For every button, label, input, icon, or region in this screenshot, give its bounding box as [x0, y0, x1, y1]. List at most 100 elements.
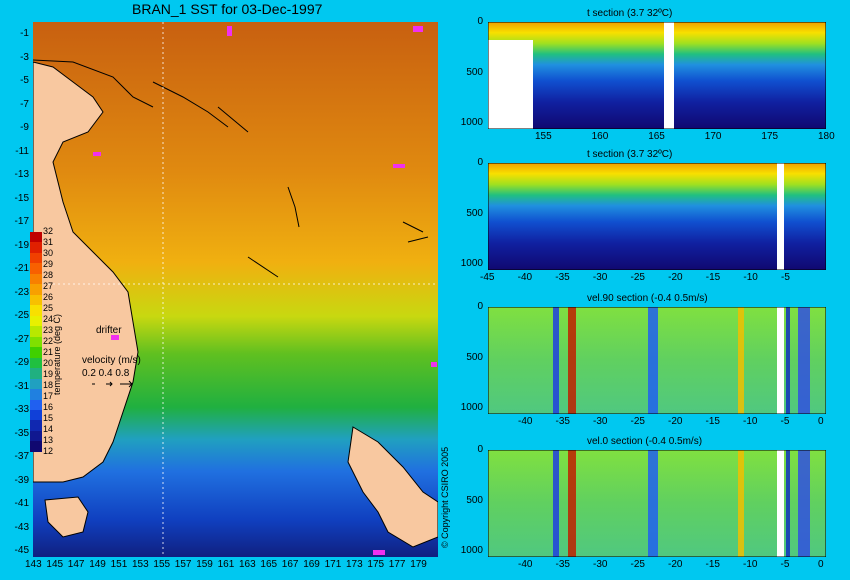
new-zealand-land [347, 426, 438, 548]
section-x-tick-label: -20 [668, 559, 683, 570]
section-x-tick-label: -40 [518, 416, 533, 427]
colorbar-swatch [30, 378, 42, 390]
velocity-band [553, 307, 559, 414]
map-title: BRAN_1 SST for 03-Dec-1997 [132, 1, 323, 17]
missing-data-gap [777, 163, 784, 270]
section-x-tick-label: -5 [781, 272, 790, 283]
velocity-band [798, 450, 810, 557]
section-x-tick-label: 155 [535, 131, 552, 142]
velocity-arrows [92, 380, 133, 388]
latitude-tick-label: -27 [14, 333, 29, 345]
missing-data-gap [777, 450, 784, 557]
colorbar-swatch [30, 252, 42, 264]
velocity-band [553, 450, 559, 557]
section-x-tick-label: -15 [705, 559, 720, 570]
longitude-tick-label: 159 [196, 559, 213, 570]
latitude-axis: -1 -3 -5 -7 -9 -11 -13 -15 -17 -19 -21 -23 -25 -27 -29… [0, 22, 31, 557]
depth-tick-label: 1000 [460, 402, 483, 413]
colorbar-tick-label: 23 [43, 325, 54, 335]
velocity-band [648, 450, 658, 557]
section-x-tick-label: -35 [555, 416, 570, 427]
colorbar-tick-label: 25 [43, 303, 54, 313]
latitude-tick-label: -23 [14, 286, 29, 298]
colorbar-tick-label: 30 [43, 248, 54, 258]
longitude-tick-label: 163 [239, 559, 256, 570]
latitude-tick-label: -35 [14, 427, 29, 439]
section-x-tick-label: -10 [743, 559, 758, 570]
longitude-tick-label: 165 [260, 559, 278, 570]
colorbar-label: temperature (deg C) [52, 313, 62, 395]
section-x-tick-label: -10 [743, 272, 758, 283]
longitude-axis: 143 145 147 149 151 153 155 157 159 161 163 165 167 1… [25, 559, 438, 573]
depth-tick-label: 500 [466, 207, 483, 219]
colorbar-swatch [30, 347, 42, 358]
missing-data-gap [488, 40, 533, 129]
longitude-tick-label: 145 [46, 559, 64, 570]
colorbar-tick-label: 12 [43, 446, 54, 456]
colorbar-swatch [30, 441, 42, 452]
section-x-tick-label: -30 [592, 272, 608, 283]
colorbar-tick-label: 22 [43, 336, 54, 346]
colorbar-tick-label: 27 [43, 281, 54, 291]
section-title: vel.0 section (-0.4 0.5m/s) [587, 436, 703, 447]
latitude-tick-label: -11 [15, 145, 29, 157]
colorbar-swatch [30, 430, 42, 442]
section-x-tick-label: -5 [780, 416, 790, 427]
depth-tick-label: 0 [477, 157, 483, 168]
solomon-islands [152, 81, 249, 133]
latitude-tick-label: -29 [14, 357, 29, 368]
longitude-tick-label: 153 [132, 559, 149, 570]
latitude-tick-label: -19 [14, 239, 29, 251]
colorbar-tick-label: 20 [43, 358, 54, 368]
section-x-tick-label: -20 [668, 416, 683, 427]
colorbar-swatch [30, 399, 42, 410]
latitude-tick-label: -5 [20, 75, 29, 86]
colorbar-tick-label: 19 [43, 369, 54, 379]
longitude-tick-label: 179 [410, 559, 427, 570]
colorbar-tick-label: 29 [43, 259, 54, 269]
vanuatu-islands [287, 186, 300, 228]
australia-land [33, 61, 139, 483]
section-x-tick-label: -35 [555, 559, 570, 570]
longitude-tick-label: 143 [25, 559, 42, 570]
section-field [488, 22, 826, 129]
section-x-tick-label: 175 [761, 131, 779, 142]
colorbar-tick-label: 32 [43, 226, 54, 236]
section-x-tick-label: -40 [517, 272, 533, 283]
longitude-tick-label: 167 [281, 559, 299, 570]
section-x-tick-label: 165 [648, 131, 665, 142]
latitude-tick-label: -3 [20, 51, 29, 63]
latitude-tick-label: -15 [14, 192, 29, 204]
latitude-tick-label: -33 [14, 404, 29, 415]
velocity-band [738, 450, 744, 557]
velocity-band [798, 307, 810, 414]
drifter-marker [93, 152, 101, 156]
section-x-tick-label: -35 [555, 272, 570, 283]
latitude-tick-label: -7 [20, 98, 29, 110]
latitude-tick-label: -37 [14, 451, 29, 462]
section-plot [488, 450, 826, 557]
depth-tick-label: 0 [477, 16, 483, 27]
colorbar-swatch [30, 284, 42, 295]
copyright: © Copyright CSIRO 2005 [440, 446, 450, 548]
longitude-tick-label: 157 [174, 559, 192, 570]
section-title: t section (3.7 32ºC) [587, 8, 673, 19]
depth-tick-label: 500 [466, 494, 483, 506]
section-x-tick-label: -5 [780, 559, 790, 570]
section-plot [488, 22, 826, 129]
png-coast [33, 59, 154, 108]
latitude-tick-label: -45 [14, 545, 29, 556]
longitude-tick-label: 171 [324, 559, 342, 570]
drifter-marker [413, 26, 423, 32]
colorbar-swatch [30, 420, 42, 431]
longitude-tick-label: 175 [367, 559, 385, 570]
latitude-tick-label: -43 [14, 521, 29, 533]
fiji-islands [402, 221, 429, 243]
colorbar-tick-label: 28 [43, 270, 54, 280]
depth-tick-label: 1000 [460, 117, 483, 128]
latitude-tick-label: -31 [14, 380, 29, 392]
section-x-tick-label: 170 [704, 131, 722, 142]
section-x-tick-label: 180 [818, 131, 835, 142]
colorbar-tick-label: 14 [43, 424, 54, 434]
section-x-tick-label: -45 [480, 272, 495, 283]
